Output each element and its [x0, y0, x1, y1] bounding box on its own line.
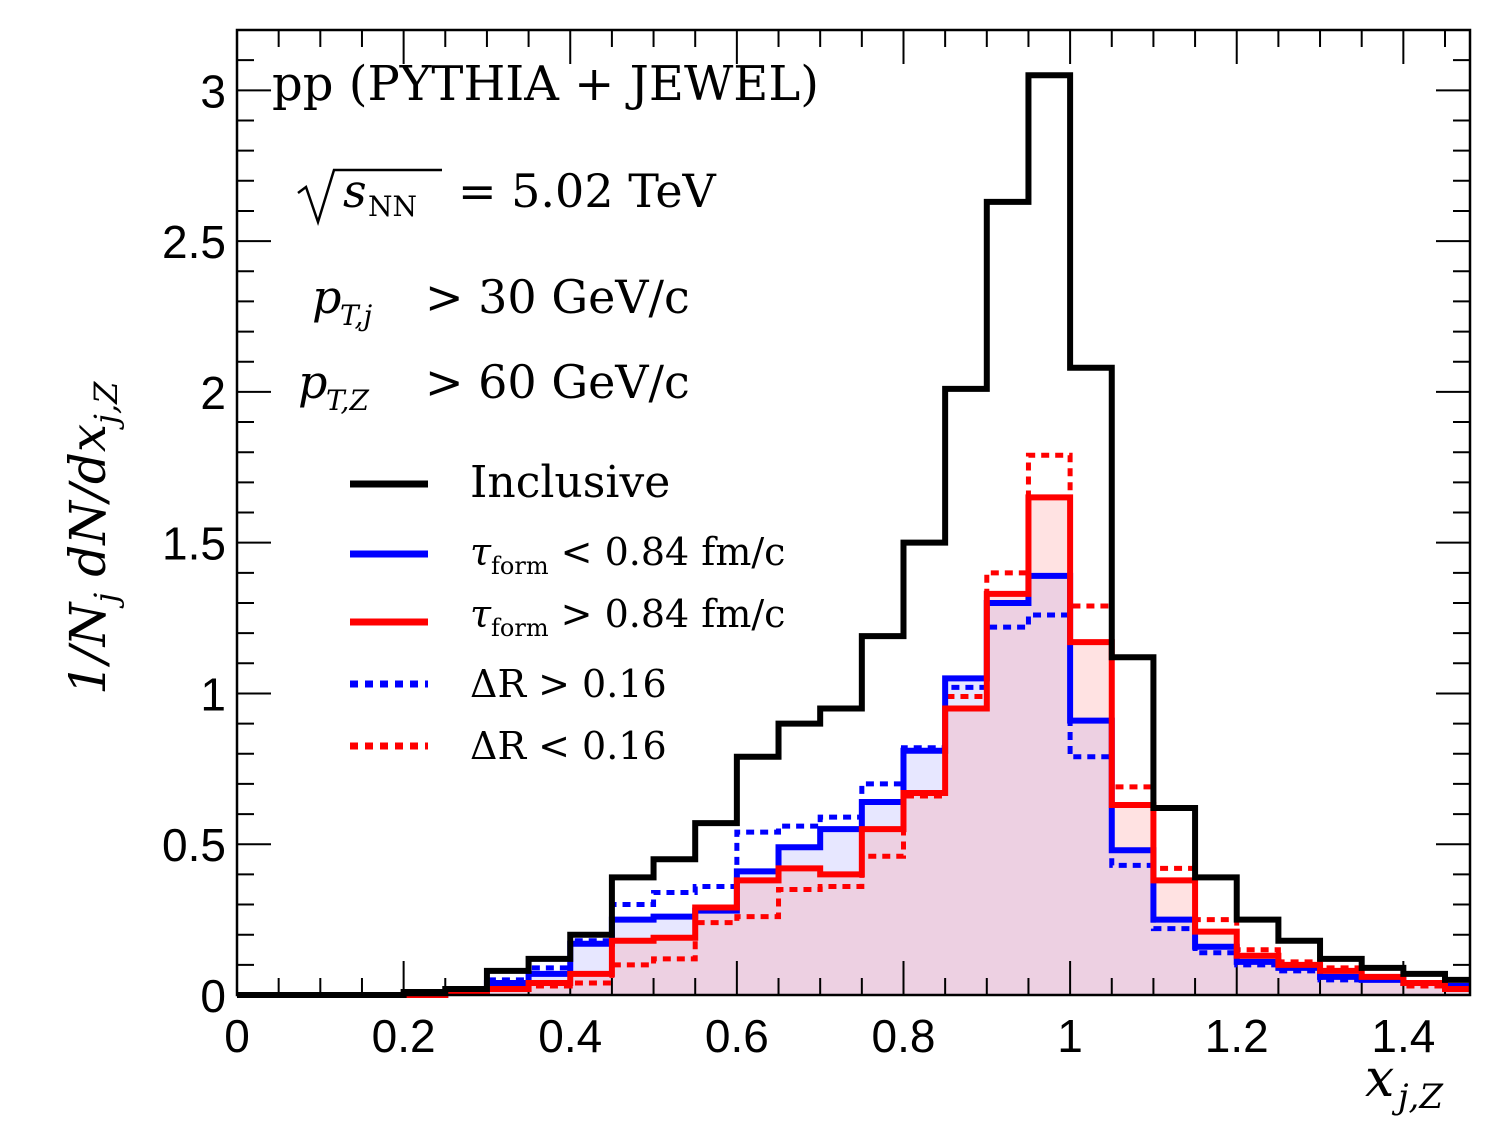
- pt-jet-cut-value: > 30 GeV/c: [425, 270, 690, 324]
- y-tick-label: 1: [200, 668, 226, 720]
- x-tick-label: 1.2: [1205, 1010, 1269, 1062]
- y-tick-label: 1.5: [162, 518, 226, 570]
- x-tick-label: 0: [224, 1010, 250, 1062]
- x-tick-label: 0.8: [872, 1010, 936, 1062]
- histogram-fills: [237, 497, 1470, 995]
- x-tick-label: 0.4: [538, 1010, 602, 1062]
- histogram-series: [237, 72, 1470, 998]
- x-tick-label: 1: [1057, 1010, 1083, 1062]
- x-axis-title: x j,Z: [1365, 1049, 1444, 1117]
- y-tick-label: 0: [200, 970, 226, 1022]
- chart-title: pp (PYTHIA + JEWEL): [272, 56, 819, 112]
- legend-label-tau-greater: τform > 0.84 fm/c: [470, 592, 785, 642]
- energy-symbol: s: [343, 164, 367, 218]
- pt-jet-subscript: T,j: [340, 299, 372, 332]
- energy-annotation: s NN = 5.02 TeV: [297, 164, 717, 227]
- pt-z-subscript: T,Z: [326, 384, 369, 417]
- x-axis-title-main: x: [1365, 1049, 1394, 1109]
- plot-frame: [235, 28, 1472, 997]
- energy-value: = 5.02 TeV: [458, 164, 717, 218]
- legend-label-inclusive: Inclusive: [470, 457, 670, 508]
- series-line-inclusive: [237, 72, 1470, 998]
- pt-z-cut-value: > 60 GeV/c: [425, 355, 690, 409]
- legend-label-dr-greater: ΔR > 0.16: [470, 662, 667, 706]
- y-tick-label: 0.5: [162, 819, 226, 871]
- y-tick-label: 3: [200, 65, 226, 117]
- pt-z-cut: p T,Z > 60 GeV/c: [298, 355, 690, 417]
- y-axis-title: 1/Nj dN/dxj,Z: [59, 381, 125, 695]
- x-tick-label: 1.4: [1371, 1010, 1435, 1062]
- y-tick-label: 2.5: [162, 216, 226, 268]
- series-line--form-0-84-fm-c: [237, 494, 1470, 998]
- sqrt-sign: [297, 168, 442, 227]
- pt-jet-symbol: p: [312, 270, 341, 324]
- x-tick-label: 0.2: [372, 1010, 436, 1062]
- y-tick-label: 2: [200, 367, 226, 419]
- legend-label-tau-less: τform < 0.84 fm/c: [470, 530, 785, 580]
- y-axis-title-text: 1/Nj dN/dxj,Z: [59, 381, 125, 695]
- series-fill-1: [237, 575, 1470, 995]
- pt-jet-cut: p T,j > 30 GeV/c: [312, 270, 690, 332]
- x-tick-label: 0.6: [705, 1010, 769, 1062]
- legend: Inclusive τform < 0.84 fm/c τform > 0.84…: [350, 457, 785, 768]
- pt-z-symbol: p: [298, 355, 327, 409]
- series-fill-2: [237, 497, 1470, 995]
- tick-labels: 0 0.2 0.4 0.6 0.8 1 1.2 1.4 0 0.5 1 1.5 2 2.5 3: [162, 65, 1435, 1062]
- legend-label-dr-less: ΔR < 0.16: [470, 724, 667, 768]
- x-axis-title-sub: j,Z: [1391, 1077, 1444, 1117]
- energy-subscript: NN: [368, 190, 417, 223]
